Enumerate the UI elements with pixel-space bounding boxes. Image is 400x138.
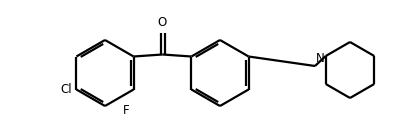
Text: Cl: Cl	[61, 83, 72, 96]
Text: F: F	[123, 104, 130, 116]
Text: N: N	[316, 52, 325, 65]
Text: O: O	[158, 17, 167, 30]
